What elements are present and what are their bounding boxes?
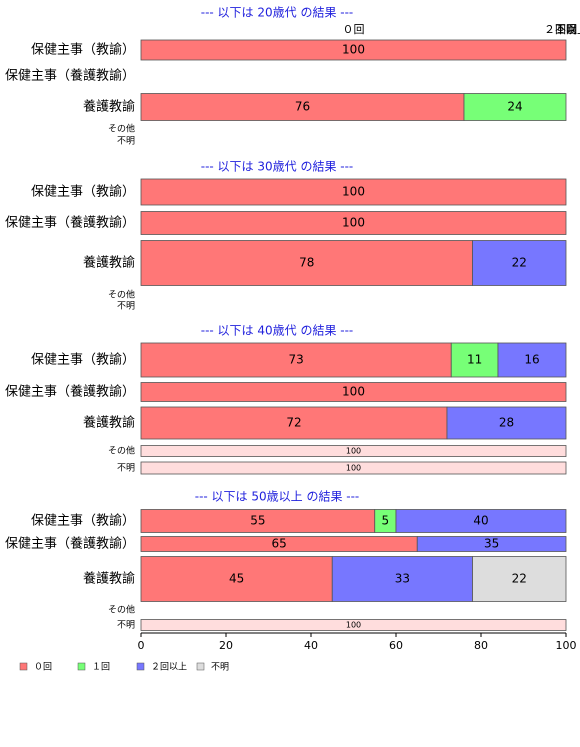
bar-segment [140, 461, 567, 475]
row-label: 保健主事（教諭） [31, 352, 135, 368]
row-label: その他 [108, 289, 135, 301]
x-tick-label: 100 [556, 639, 577, 652]
value-label: 55 [250, 514, 265, 528]
value-label: 40 [473, 514, 488, 528]
legend-label: ０回 [34, 662, 52, 673]
header-label: １回 [555, 23, 577, 36]
value-label: 73 [288, 353, 303, 367]
panel-title: --- 以下は 50歳以上 の結果 --- [195, 490, 360, 504]
bar-segment [472, 556, 567, 602]
row-label: 保健主事（教諭） [31, 184, 135, 200]
legend-label: 不明 [211, 662, 229, 673]
row-label: その他 [108, 445, 135, 457]
bar-segment [497, 342, 567, 378]
value-label: 100 [342, 385, 365, 399]
value-label: 65 [271, 537, 286, 551]
row-label: 保健主事（教諭） [31, 513, 135, 529]
value-label: 100 [342, 43, 365, 57]
x-tick-label: 80 [474, 639, 488, 652]
row-label: その他 [108, 604, 135, 616]
bar-segment [140, 342, 452, 378]
x-tick-label: 0 [138, 639, 145, 652]
legend-swatch [196, 662, 205, 671]
bar-segment [140, 619, 567, 631]
row-label: 不明 [117, 301, 135, 312]
value-label: 11 [467, 353, 482, 367]
bar-segment [140, 93, 465, 121]
bar-segment [140, 445, 567, 457]
header-label: 不明 [555, 23, 577, 36]
panel-title: --- 以下は 30歳代 の結果 --- [201, 160, 354, 174]
bar-segment [416, 536, 567, 552]
bar-segment [446, 406, 567, 440]
legend-label: ２回以上 [151, 662, 187, 673]
bar-segment [140, 39, 567, 61]
row-label: 養護教諭 [83, 571, 135, 587]
value-label: 100 [342, 216, 365, 230]
legend-swatch [77, 662, 86, 671]
value-label: 22 [512, 256, 527, 270]
value-label: 22 [512, 572, 527, 586]
x-tick-label: 40 [304, 639, 318, 652]
header-label: ０回 [343, 23, 365, 36]
bar-segment [140, 406, 448, 440]
bar-segment [140, 382, 567, 402]
row-label: 不明 [117, 463, 135, 474]
legend-swatch [19, 662, 28, 671]
panel-title: --- 以下は 20歳代 の結果 --- [201, 6, 354, 20]
legend-swatch [136, 662, 145, 671]
x-tick-label: 20 [219, 639, 233, 652]
value-label: 28 [499, 416, 514, 430]
row-label: 保健主事（養護教諭） [5, 215, 135, 231]
value-label: 78 [299, 256, 314, 270]
row-label: 保健主事（教諭） [31, 42, 135, 58]
value-label: 100 [346, 621, 361, 630]
row-label: 養護教諭 [83, 99, 135, 115]
row-label: 養護教諭 [83, 415, 135, 431]
value-label: 5 [382, 514, 390, 528]
bar-segment [472, 240, 567, 286]
row-label: 養護教諭 [83, 255, 135, 271]
value-label: 16 [524, 353, 539, 367]
bar-segment [140, 240, 473, 286]
x-tick-label: 60 [389, 639, 403, 652]
row-label: 不明 [117, 620, 135, 631]
panel-title: --- 以下は 40歳代 の結果 --- [201, 324, 354, 338]
value-label: 72 [286, 416, 301, 430]
value-label: 33 [395, 572, 410, 586]
bar-segment [140, 211, 567, 235]
header-label: ２回以上 [544, 23, 580, 36]
row-label: その他 [108, 123, 135, 135]
bar-segment [463, 93, 567, 121]
value-label: 35 [484, 537, 499, 551]
value-label: 76 [295, 100, 310, 114]
row-label: 保健主事（養護教諭） [5, 68, 135, 84]
value-label: 45 [229, 572, 244, 586]
value-label: 100 [346, 447, 361, 456]
value-label: 100 [342, 185, 365, 199]
row-label: 保健主事（養護教諭） [5, 384, 135, 400]
legend-label: １回 [92, 662, 110, 673]
value-label: 100 [346, 464, 361, 473]
value-label: 24 [507, 100, 522, 114]
bar-segment [450, 342, 499, 378]
bar-segment [331, 556, 473, 602]
bar-segment [140, 556, 333, 602]
bar-segment [140, 178, 567, 206]
row-label: 保健主事（養護教諭） [5, 536, 135, 552]
row-label: 不明 [117, 136, 135, 147]
bar-segment [395, 509, 567, 533]
